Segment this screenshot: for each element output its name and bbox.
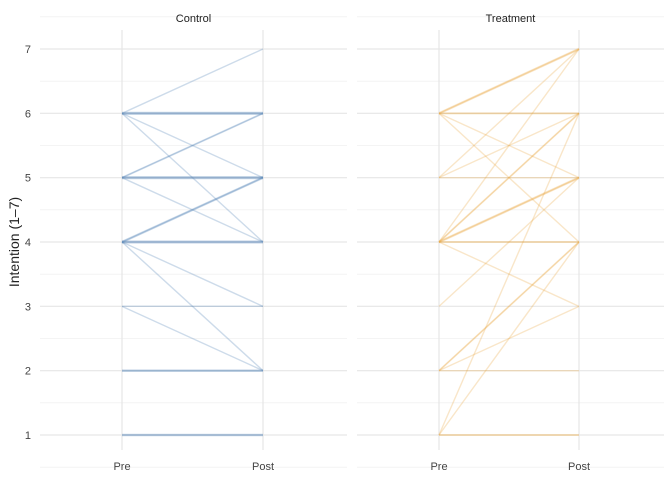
participant-line (121, 241, 264, 372)
y-tick-label: 7 (25, 44, 31, 56)
y-tick-label: 5 (25, 173, 31, 185)
participant-line (438, 112, 580, 243)
x-tick-label: Pre (430, 461, 447, 473)
participant-line (121, 177, 264, 243)
participant-line (438, 112, 580, 179)
participant-line (121, 177, 264, 244)
participant-line (121, 176, 264, 243)
participant-line (438, 113, 580, 243)
participant-line (438, 241, 580, 372)
participant-line (438, 48, 580, 243)
participant-line (121, 305, 264, 372)
participant-line (121, 112, 264, 179)
y-tick-label: 4 (25, 237, 31, 249)
participant-line (438, 177, 580, 307)
y-tick-label: 6 (25, 108, 31, 120)
x-tick-label: Pre (113, 461, 130, 473)
participant-line (438, 48, 580, 179)
participant-line (438, 48, 580, 114)
participant-line (121, 112, 264, 179)
y-tick-label: 1 (25, 430, 31, 442)
participant-line (438, 241, 580, 371)
participant-line (121, 48, 264, 114)
panel-strip-label: Treatment (486, 13, 536, 25)
panel-strip-label: Control (176, 13, 211, 25)
participant-line (438, 177, 580, 244)
participant-line (438, 112, 580, 179)
participant-line (121, 112, 264, 179)
y-tick-label: 2 (25, 366, 31, 378)
participant-line (438, 48, 580, 115)
participant-line (438, 177, 580, 243)
participant-line (438, 241, 580, 307)
participant-line (438, 176, 580, 243)
participant-line (121, 112, 264, 243)
y-tick-label: 3 (25, 301, 31, 313)
participant-line (438, 113, 580, 436)
participant-line (438, 305, 580, 372)
participant-line (438, 47, 580, 114)
y-axis-label: Intention (1–7) (6, 197, 22, 287)
x-tick-label: Post (252, 461, 274, 473)
x-tick-label: Post (568, 461, 590, 473)
participant-line (121, 177, 264, 243)
participant-line (438, 112, 580, 243)
participant-line (121, 241, 264, 307)
participant-line (438, 241, 580, 436)
